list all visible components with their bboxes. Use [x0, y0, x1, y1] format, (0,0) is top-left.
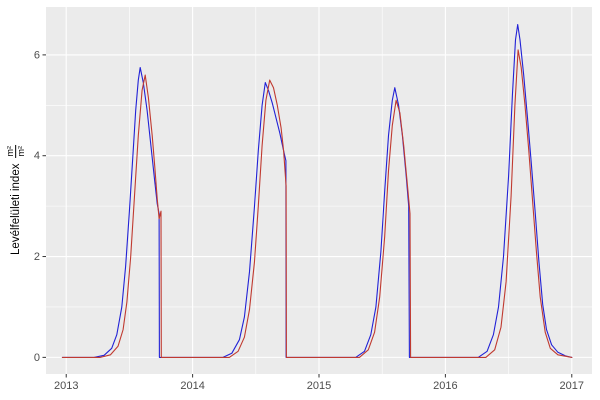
- y-tick-label: 2: [34, 251, 40, 263]
- y-axis-unit-fraction: m² m²: [5, 145, 27, 158]
- x-tick-label: 2015: [307, 380, 331, 392]
- y-axis-label-text: Levélfelületi index: [10, 163, 22, 255]
- y-axis-label: Levélfelületi index m² m²: [5, 145, 27, 255]
- y-tick-label: 0: [34, 352, 40, 364]
- y-tick-label: 6: [34, 49, 40, 61]
- x-tick-label: 2013: [54, 380, 78, 392]
- y-axis-unit-numerator: m²: [5, 145, 17, 158]
- x-tick-label: 2014: [180, 380, 204, 392]
- series-line-observed-red: [61, 49, 573, 358]
- x-tick-label: 2017: [560, 380, 584, 392]
- y-tick-label: 4: [34, 150, 40, 162]
- y-axis-unit-denominator: m²: [16, 146, 27, 157]
- x-tick-label: 2016: [433, 380, 457, 392]
